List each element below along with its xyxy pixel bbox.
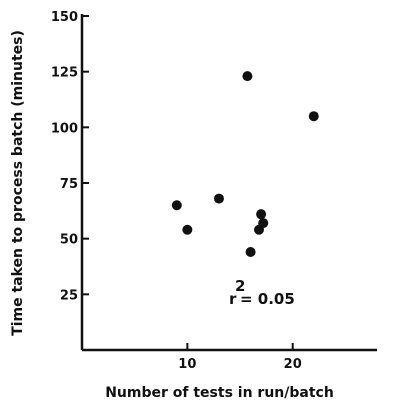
r-squared-annotation: 2 r = 0.05 (229, 277, 295, 308)
r-squared-superscript: 2 (235, 277, 245, 295)
data-point (171, 200, 182, 211)
x-tick-label: 20 (284, 357, 302, 372)
data-point (256, 209, 267, 220)
y-tick-label: 50 (60, 233, 78, 248)
data-point (213, 193, 224, 204)
data-point (182, 224, 193, 235)
data-point (245, 247, 256, 258)
r-squared-value: = 0.05 (240, 290, 295, 308)
y-tick-label: 125 (51, 66, 78, 81)
data-point (258, 218, 269, 229)
data-point (308, 111, 319, 122)
y-tick-label: 25 (60, 288, 78, 303)
ticks: 25 50 75 100 125 150 10 20 (51, 10, 302, 372)
data-point (242, 71, 253, 82)
x-axis-title: Number of tests in run/batch (105, 385, 334, 401)
r-squared-symbol: r (229, 290, 237, 308)
y-tick-label: 150 (51, 10, 78, 25)
data-points (171, 71, 319, 258)
y-axis-title: Time taken to process batch (minutes) (10, 30, 26, 336)
y-tick-label: 75 (60, 177, 78, 192)
x-tick-label: 10 (178, 357, 196, 372)
y-tick-label: 100 (51, 121, 78, 136)
